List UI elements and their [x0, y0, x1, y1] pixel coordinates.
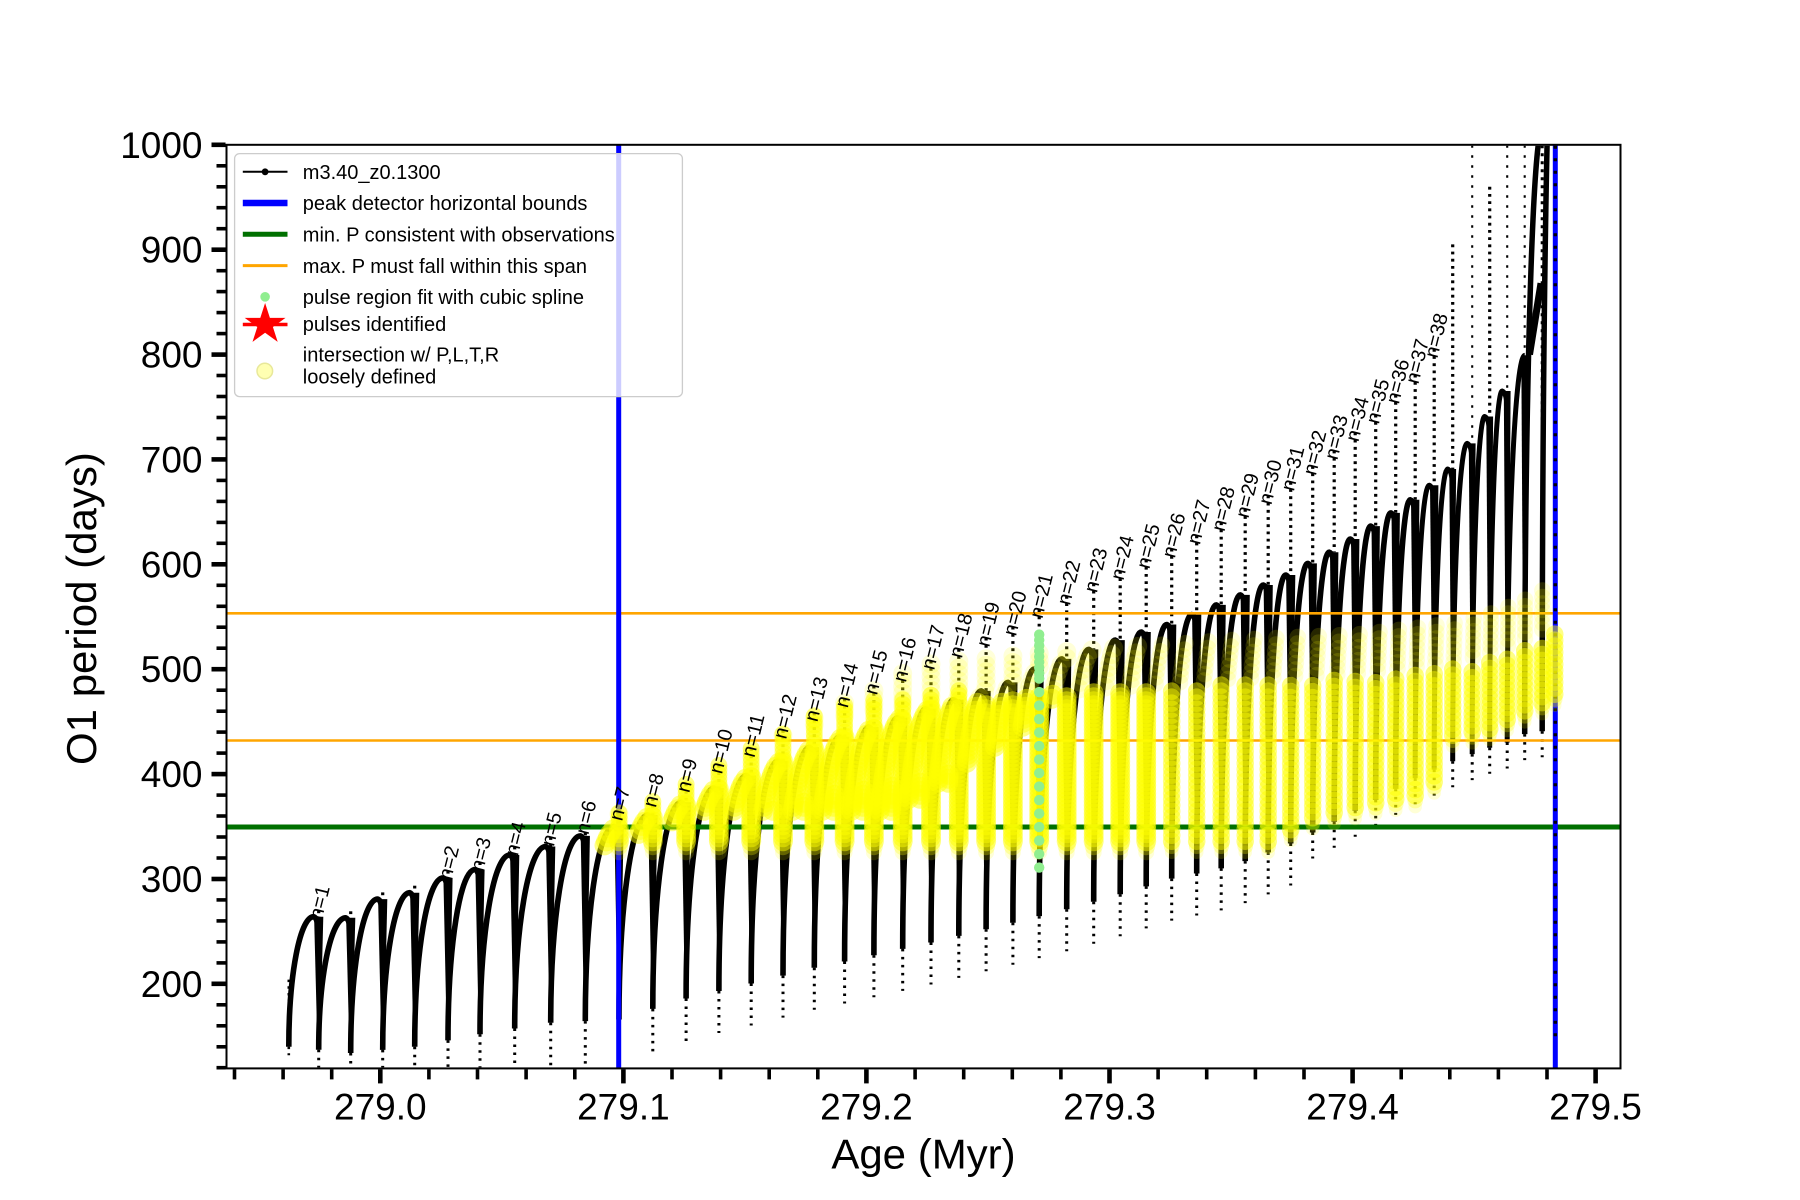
svg-text:279.3: 279.3 — [1063, 1086, 1156, 1127]
svg-text:400: 400 — [141, 754, 203, 795]
svg-text:pulses identified: pulses identified — [303, 314, 446, 336]
svg-text:300: 300 — [141, 859, 203, 900]
svg-text:intersection w/ P,L,T,R: intersection w/ P,L,T,R — [303, 345, 499, 367]
svg-text:800: 800 — [141, 335, 203, 376]
svg-text:O1 period (days): O1 period (days) — [58, 452, 105, 765]
svg-text:loosely defined: loosely defined — [303, 367, 436, 389]
svg-text:500: 500 — [141, 649, 203, 690]
svg-text:m3.40_z0.1300: m3.40_z0.1300 — [303, 162, 441, 184]
svg-text:1000: 1000 — [120, 125, 202, 166]
svg-text:900: 900 — [141, 230, 203, 271]
svg-text:600: 600 — [141, 544, 203, 585]
svg-text:max. P must fall within this s: max. P must fall within this span — [303, 256, 587, 278]
svg-text:200: 200 — [141, 964, 203, 1005]
svg-text:Age (Myr): Age (Myr) — [831, 1130, 1015, 1177]
svg-text:279.1: 279.1 — [577, 1086, 670, 1127]
svg-text:pulse region fit with cubic sp: pulse region fit with cubic spline — [303, 287, 584, 309]
svg-text:279.0: 279.0 — [334, 1086, 427, 1127]
svg-text:279.4: 279.4 — [1306, 1086, 1399, 1127]
svg-text:279.2: 279.2 — [820, 1086, 913, 1127]
svg-text:min. P consistent with observa: min. P consistent with observations — [303, 225, 615, 247]
svg-text:700: 700 — [141, 439, 203, 480]
svg-text:279.5: 279.5 — [1549, 1086, 1642, 1127]
svg-text:peak detector horizontal bound: peak detector horizontal bounds — [303, 193, 588, 215]
